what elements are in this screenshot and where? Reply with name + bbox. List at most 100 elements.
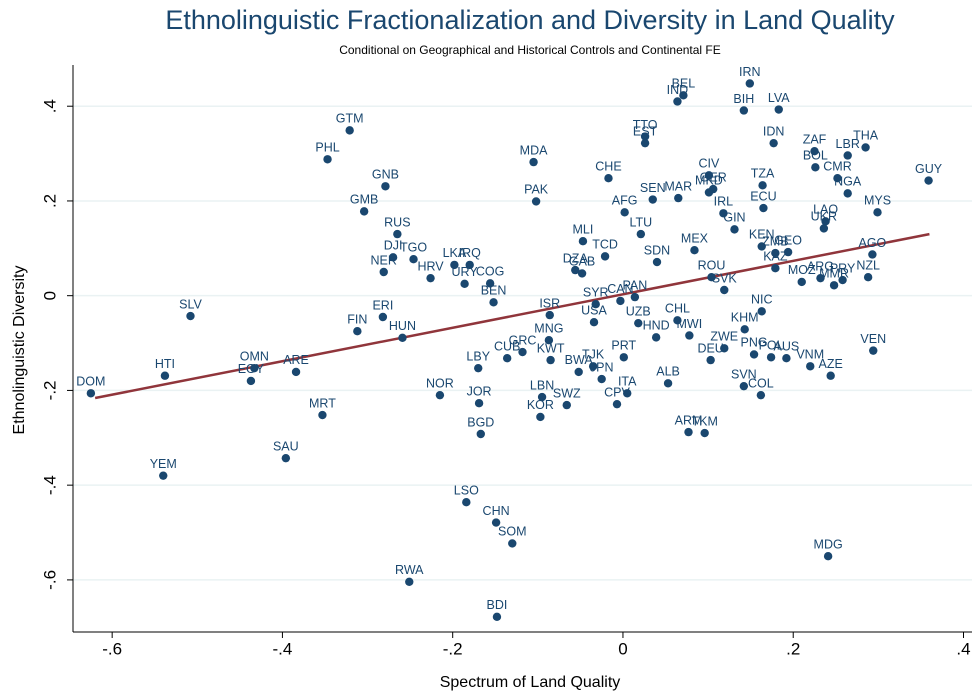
point [409, 255, 418, 264]
point [816, 273, 825, 283]
point-label: ECU [750, 189, 776, 203]
point-label: ARG [807, 259, 834, 273]
point [591, 300, 600, 309]
point [465, 260, 474, 270]
point [863, 273, 873, 282]
point [739, 381, 749, 391]
x-tick-label: -.4 [273, 639, 293, 658]
point [634, 318, 643, 328]
point-label: LBN [530, 378, 554, 392]
point [704, 171, 714, 180]
point-label: HND [643, 319, 670, 333]
point-label: BDI [487, 598, 508, 612]
point-label: MNG [534, 322, 563, 336]
point-label: LSO [454, 484, 479, 498]
point [704, 188, 714, 197]
point-label: SYR [583, 286, 609, 300]
point [630, 292, 640, 302]
point-label: NIC [751, 293, 773, 307]
point [730, 225, 739, 234]
point-label: SWZ [553, 386, 581, 400]
point [811, 163, 820, 172]
point [720, 285, 729, 295]
point-label: ROU [698, 259, 726, 273]
point [829, 281, 839, 290]
point-label: MEX [681, 232, 709, 246]
point-label: CPV [604, 385, 630, 399]
point [393, 229, 402, 239]
chart-title: Ethnolinguistic Fractionalization and Di… [165, 5, 895, 35]
point-label: MKD [695, 174, 723, 188]
point [562, 400, 571, 410]
point-label: TGO [400, 241, 427, 255]
point-label: DOM [76, 375, 105, 389]
point [690, 246, 699, 255]
point-label: MYS [864, 194, 891, 208]
point-label: AFG [612, 194, 638, 208]
point [529, 157, 538, 167]
point-label: BWA [565, 353, 594, 367]
x-axis-label: Spectrum of Land Quality [440, 674, 621, 691]
point [86, 389, 96, 398]
point [869, 346, 878, 355]
point [759, 203, 768, 213]
point-label: IRQ [459, 246, 482, 260]
point [250, 363, 259, 373]
y-tick-label: -.4 [40, 475, 59, 495]
point-label: ARE [283, 353, 309, 367]
point [838, 275, 847, 285]
chart-subtitle: Conditional on Geographical and Historic… [339, 43, 721, 57]
point [426, 273, 435, 283]
point-label: ITA [618, 375, 637, 389]
point [589, 318, 599, 327]
point-label: GRC [509, 333, 537, 347]
point [819, 224, 829, 233]
point [323, 155, 332, 164]
point-label: PAK [524, 183, 549, 197]
point [291, 367, 301, 377]
point [616, 296, 625, 306]
point-label: RWA [395, 563, 424, 577]
point [636, 229, 646, 239]
point-label: MDG [814, 538, 843, 552]
point-label: GMB [350, 193, 378, 207]
point-label: TKM [691, 414, 717, 428]
point-label: BOL [803, 149, 828, 163]
point [435, 390, 445, 400]
point-label: JOR [467, 385, 492, 399]
point [685, 331, 694, 340]
point-label: MDA [520, 143, 548, 157]
point [868, 250, 877, 259]
point [826, 371, 835, 380]
y-axis-label: Ethnolinguistic Diversity [11, 266, 28, 435]
point-label: SDN [644, 243, 670, 257]
point [508, 539, 517, 548]
point [381, 182, 390, 191]
point-label: BGD [467, 415, 494, 429]
point [281, 453, 291, 463]
point-label: MMR [819, 267, 849, 281]
point-label: GNB [372, 168, 399, 182]
point-label: ZMB [762, 234, 788, 248]
point-label: HRV [417, 259, 444, 273]
point-label: KWT [537, 341, 565, 355]
point [843, 151, 852, 160]
point-label: VNM [796, 348, 824, 362]
point [797, 277, 806, 287]
point [771, 248, 780, 258]
point [318, 410, 327, 420]
point [684, 427, 693, 437]
point [740, 325, 749, 334]
point [489, 298, 498, 307]
point [873, 208, 882, 217]
point [783, 247, 793, 257]
point [186, 311, 195, 321]
point [663, 379, 673, 388]
point [502, 354, 512, 363]
point [345, 126, 354, 135]
point [758, 181, 767, 190]
point [700, 428, 709, 438]
point [492, 612, 502, 622]
point-label: UKR [811, 210, 837, 224]
